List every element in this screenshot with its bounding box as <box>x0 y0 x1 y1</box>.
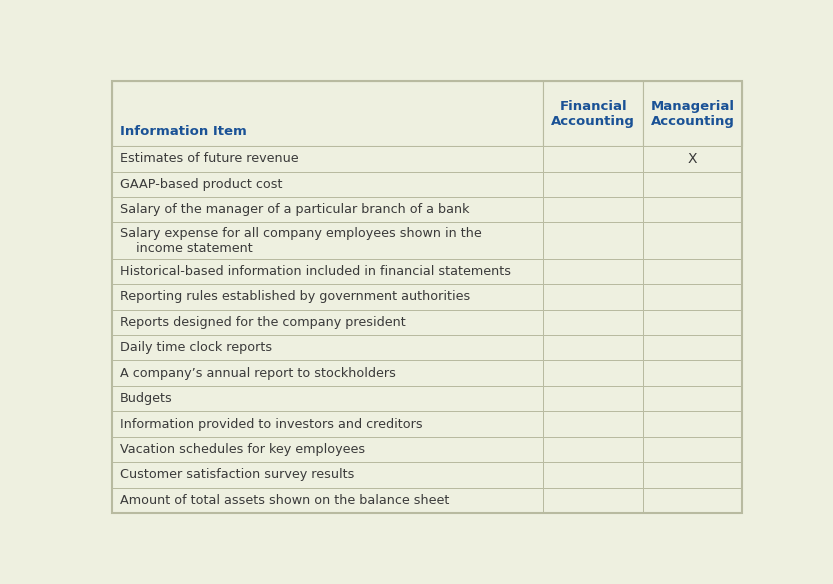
Bar <box>543 360 643 386</box>
Text: X: X <box>688 152 697 166</box>
Bar <box>643 411 742 437</box>
Bar <box>543 146 643 172</box>
Bar <box>643 146 742 172</box>
Text: Financial
Accounting: Financial Accounting <box>551 100 636 128</box>
Bar <box>543 386 643 411</box>
Bar <box>112 284 543 310</box>
Text: A company’s annual report to stockholders: A company’s annual report to stockholder… <box>120 367 396 380</box>
Bar <box>543 437 643 462</box>
Bar <box>643 81 742 146</box>
Text: GAAP-based product cost: GAAP-based product cost <box>120 178 282 191</box>
Bar <box>643 386 742 411</box>
Bar <box>643 462 742 488</box>
Bar <box>543 81 643 146</box>
Bar <box>112 310 543 335</box>
Text: Salary of the manager of a particular branch of a bank: Salary of the manager of a particular br… <box>120 203 469 216</box>
Bar <box>112 172 543 197</box>
Bar <box>543 462 643 488</box>
Text: Information Item: Information Item <box>120 125 247 138</box>
Bar <box>112 411 543 437</box>
Text: Daily time clock reports: Daily time clock reports <box>120 341 272 354</box>
Bar <box>543 310 643 335</box>
Bar <box>643 488 742 513</box>
Text: Reporting rules established by government authorities: Reporting rules established by governmen… <box>120 290 470 304</box>
Bar <box>112 335 543 360</box>
Bar <box>643 259 742 284</box>
Bar <box>112 259 543 284</box>
Bar <box>112 360 543 386</box>
Bar <box>643 223 742 259</box>
Text: Managerial
Accounting: Managerial Accounting <box>651 100 735 128</box>
Bar <box>112 488 543 513</box>
Bar <box>543 172 643 197</box>
Bar <box>643 437 742 462</box>
Bar <box>643 335 742 360</box>
Bar <box>543 284 643 310</box>
Text: Reports designed for the company president: Reports designed for the company preside… <box>120 316 406 329</box>
Bar <box>643 284 742 310</box>
Bar <box>543 259 643 284</box>
Text: Amount of total assets shown on the balance sheet: Amount of total assets shown on the bala… <box>120 494 449 507</box>
Text: Historical-based information included in financial statements: Historical-based information included in… <box>120 265 511 278</box>
Text: Budgets: Budgets <box>120 392 172 405</box>
Bar <box>543 411 643 437</box>
Bar <box>112 197 543 223</box>
Text: Vacation schedules for key employees: Vacation schedules for key employees <box>120 443 365 456</box>
Bar <box>112 223 543 259</box>
Bar <box>543 197 643 223</box>
Bar <box>643 197 742 223</box>
Text: Customer satisfaction survey results: Customer satisfaction survey results <box>120 468 354 481</box>
Text: Estimates of future revenue: Estimates of future revenue <box>120 152 298 165</box>
Bar <box>543 223 643 259</box>
Bar <box>643 310 742 335</box>
Bar <box>112 386 543 411</box>
Bar <box>112 146 543 172</box>
Bar <box>112 437 543 462</box>
Bar <box>643 172 742 197</box>
Text: Salary expense for all company employees shown in the
    income statement: Salary expense for all company employees… <box>120 227 481 255</box>
Bar <box>112 81 543 146</box>
Bar <box>112 462 543 488</box>
Bar <box>543 335 643 360</box>
Bar <box>543 488 643 513</box>
Bar <box>643 360 742 386</box>
Text: Information provided to investors and creditors: Information provided to investors and cr… <box>120 418 422 430</box>
